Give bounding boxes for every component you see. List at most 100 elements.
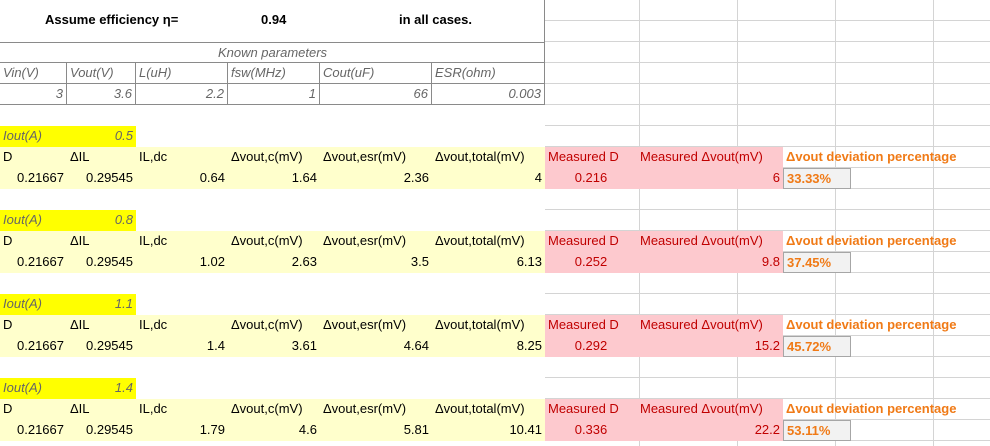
cell-dvtotal[interactable]: 8.25	[432, 336, 545, 357]
column-header-7[interactable]: Measured Δvout(mV)	[637, 315, 783, 336]
column-header-0[interactable]: D	[0, 399, 67, 420]
column-header-8[interactable]: Δvout deviation percentage	[786, 401, 957, 416]
cell-md[interactable]: 0.216	[545, 168, 637, 189]
column-header-5[interactable]: Δvout,total(mV)	[432, 399, 545, 420]
known-value-4[interactable]: 66	[320, 84, 432, 105]
cell-mdv[interactable]: 15.2	[637, 336, 783, 357]
column-header-3[interactable]: Δvout,c(mV)	[228, 147, 320, 168]
cell-mdv[interactable]: 6	[637, 168, 783, 189]
column-header-1[interactable]: ΔIL	[67, 315, 136, 336]
column-header-7[interactable]: Measured Δvout(mV)	[637, 399, 783, 420]
column-header-3[interactable]: Δvout,c(mV)	[228, 315, 320, 336]
cell-dev[interactable]: 37.45%	[783, 252, 851, 273]
column-header-4[interactable]: Δvout,esr(mV)	[320, 399, 432, 420]
column-header-6[interactable]: Measured D	[545, 399, 637, 420]
column-header-5[interactable]: Δvout,total(mV)	[432, 147, 545, 168]
iout-value[interactable]: 1.4	[67, 378, 136, 399]
iout-value[interactable]: 1.1	[67, 294, 136, 315]
column-header-4[interactable]: Δvout,esr(mV)	[320, 315, 432, 336]
column-header-8[interactable]: Δvout deviation percentage	[786, 317, 957, 332]
cell-dvesr[interactable]: 3.5	[320, 252, 432, 273]
column-header-0[interactable]: D	[0, 147, 67, 168]
column-header-8[interactable]: Δvout deviation percentage	[786, 233, 957, 248]
cell-dvtotal[interactable]: 6.13	[432, 252, 545, 273]
cell-mdv[interactable]: 22.2	[637, 420, 783, 441]
column-header-2[interactable]: IL,dc	[136, 399, 228, 420]
column-header-0[interactable]: D	[0, 315, 67, 336]
column-header-3[interactable]: Δvout,c(mV)	[228, 231, 320, 252]
note-text[interactable]: in all cases.	[399, 12, 472, 27]
column-header-3[interactable]: Δvout,c(mV)	[228, 399, 320, 420]
cell-dil[interactable]: 0.29545	[67, 252, 136, 273]
column-header-1[interactable]: ΔIL	[67, 231, 136, 252]
cell-ildc[interactable]: 0.64	[136, 168, 228, 189]
iout-label[interactable]: Iout(A)	[0, 294, 67, 315]
cell-d[interactable]: 0.21667	[0, 168, 67, 189]
cell-dil[interactable]: 0.29545	[67, 168, 136, 189]
cell-dil[interactable]: 0.29545	[67, 420, 136, 441]
cell-dvesr[interactable]: 2.36	[320, 168, 432, 189]
iout-label[interactable]: Iout(A)	[0, 126, 67, 147]
column-header-4[interactable]: Δvout,esr(mV)	[320, 147, 432, 168]
column-header-7[interactable]: Measured Δvout(mV)	[637, 231, 783, 252]
known-title[interactable]: Known parameters	[217, 45, 328, 60]
column-header-7[interactable]: Measured Δvout(mV)	[637, 147, 783, 168]
known-header-4[interactable]: Cout(uF)	[320, 63, 432, 84]
cell-dil[interactable]: 0.29545	[67, 336, 136, 357]
iout-value[interactable]: 0.8	[67, 210, 136, 231]
column-header-2[interactable]: IL,dc	[136, 315, 228, 336]
cell-dvc[interactable]: 2.63	[228, 252, 320, 273]
cell-dvesr[interactable]: 5.81	[320, 420, 432, 441]
known-header-3[interactable]: fsw(MHz)	[228, 63, 320, 84]
cell-md[interactable]: 0.252	[545, 252, 637, 273]
iout-label[interactable]: Iout(A)	[0, 210, 67, 231]
cell-ildc[interactable]: 1.4	[136, 336, 228, 357]
efficiency-label[interactable]: Assume efficiency η=	[45, 12, 179, 27]
known-value-0[interactable]: 3	[0, 84, 67, 105]
column-header-5[interactable]: Δvout,total(mV)	[432, 231, 545, 252]
column-header-6[interactable]: Measured D	[545, 147, 637, 168]
column-header-6[interactable]: Measured D	[545, 231, 637, 252]
cell-d[interactable]: 0.21667	[0, 336, 67, 357]
cell-ildc[interactable]: 1.02	[136, 252, 228, 273]
empty-grid-area[interactable]	[545, 0, 990, 446]
cell-dvtotal[interactable]: 4	[432, 168, 545, 189]
cell-dev[interactable]: 45.72%	[783, 336, 851, 357]
cell-dvtotal[interactable]: 10.41	[432, 420, 545, 441]
cell-dev[interactable]: 33.33%	[783, 168, 851, 189]
known-value-3[interactable]: 1	[228, 84, 320, 105]
efficiency-value[interactable]: 0.94	[261, 12, 287, 27]
column-header-1[interactable]: ΔIL	[67, 147, 136, 168]
iout-value[interactable]: 0.5	[67, 126, 136, 147]
known-value-5[interactable]: 0.003	[432, 84, 545, 105]
cell-dvesr[interactable]: 4.64	[320, 336, 432, 357]
known-header-1[interactable]: Vout(V)	[67, 63, 136, 84]
column-header-8[interactable]: Δvout deviation percentage	[786, 149, 957, 164]
cell-ildc[interactable]: 1.79	[136, 420, 228, 441]
cell-md[interactable]: 0.292	[545, 336, 637, 357]
cell-d[interactable]: 0.21667	[0, 420, 67, 441]
known-header-2[interactable]: L(uH)	[136, 63, 228, 84]
column-header-1[interactable]: ΔIL	[67, 399, 136, 420]
known-header-0[interactable]: Vin(V)	[0, 63, 67, 84]
column-header-6[interactable]: Measured D	[545, 315, 637, 336]
cell-dev[interactable]: 53.11%	[783, 420, 851, 441]
known-value-2[interactable]: 2.2	[136, 84, 228, 105]
known-value-1[interactable]: 3.6	[67, 84, 136, 105]
column-header-2[interactable]: IL,dc	[136, 231, 228, 252]
column-header-5[interactable]: Δvout,total(mV)	[432, 315, 545, 336]
column-header-0[interactable]: D	[0, 231, 67, 252]
iout-label[interactable]: Iout(A)	[0, 378, 67, 399]
known-bottom-border	[0, 104, 545, 105]
column-header-4[interactable]: Δvout,esr(mV)	[320, 231, 432, 252]
column-header-2[interactable]: IL,dc	[136, 147, 228, 168]
known-header-5[interactable]: ESR(ohm)	[432, 63, 545, 84]
header-divider	[544, 0, 545, 42]
cell-md[interactable]: 0.336	[545, 420, 637, 441]
cell-dvc[interactable]: 3.61	[228, 336, 320, 357]
cell-d[interactable]: 0.21667	[0, 252, 67, 273]
cell-mdv[interactable]: 9.8	[637, 252, 783, 273]
cell-dvc[interactable]: 1.64	[228, 168, 320, 189]
cell-dvc[interactable]: 4.6	[228, 420, 320, 441]
